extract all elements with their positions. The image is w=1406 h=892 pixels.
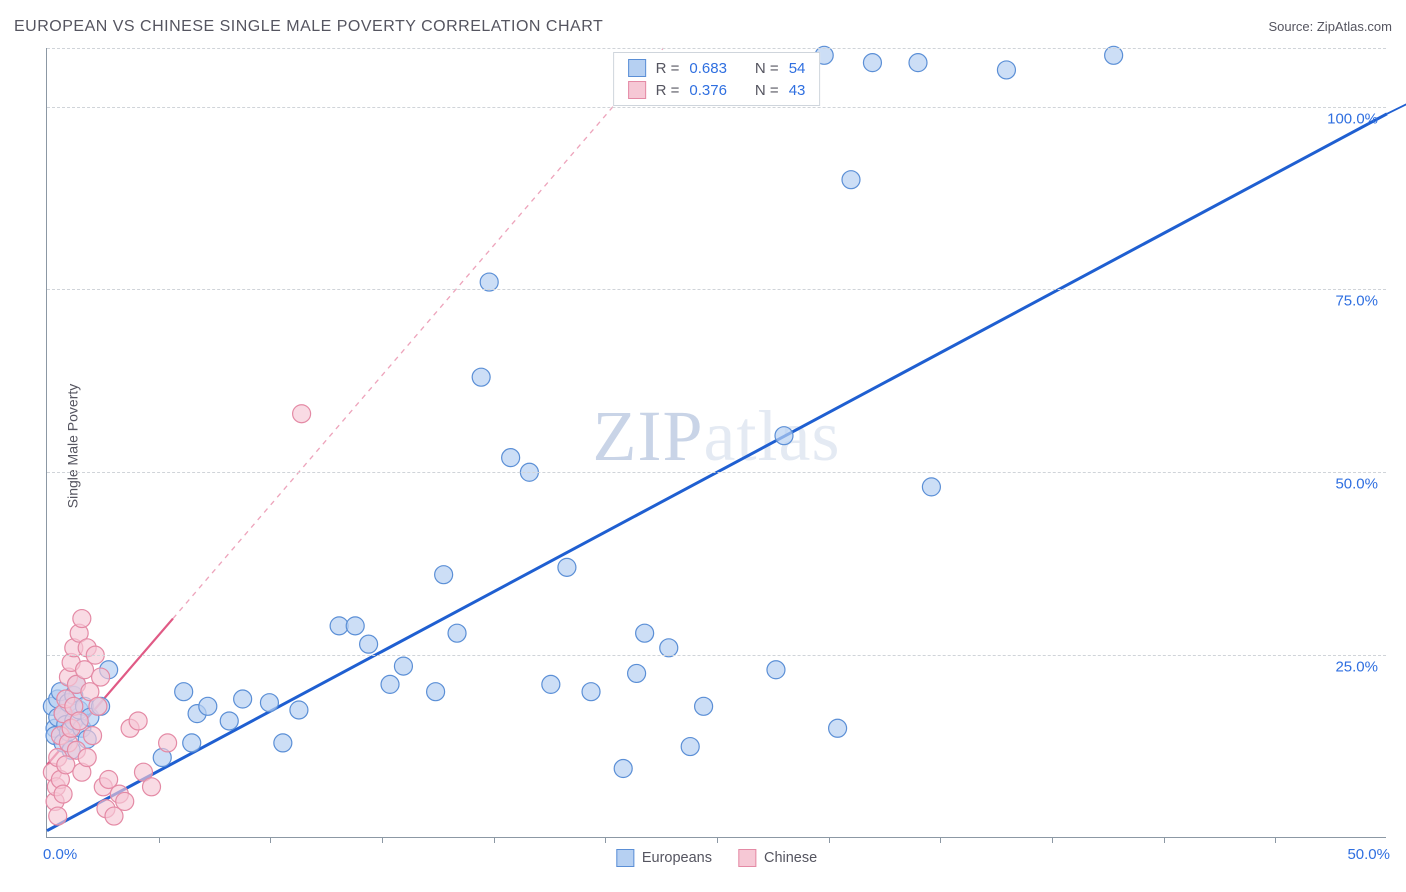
legend-row-europeans: R = 0.683 N = 54 — [614, 57, 820, 79]
y-tick-label: 75.0% — [1335, 293, 1378, 310]
legend-item-europeans: Europeans — [616, 849, 712, 867]
chart-title: EUROPEAN VS CHINESE SINGLE MALE POVERTY … — [14, 18, 603, 36]
y-tick-label: 50.0% — [1335, 476, 1378, 493]
x-axis-min-label: 0.0% — [43, 846, 77, 863]
legend-row-chinese: R = 0.376 N = 43 — [614, 79, 820, 101]
y-tick-label: 100.0% — [1327, 110, 1378, 127]
y-tick-label: 25.0% — [1335, 659, 1378, 676]
source-attribution: Source: ZipAtlas.com — [1268, 19, 1392, 34]
legend-series: Europeans Chinese — [616, 849, 817, 867]
legend-item-chinese: Chinese — [738, 849, 817, 867]
swatch-europeans-icon — [616, 849, 634, 867]
swatch-chinese — [628, 81, 646, 99]
swatch-europeans — [628, 59, 646, 77]
plot-area: ZIPatlas R = 0.683 N = 54 R = 0.376 N = … — [46, 48, 1386, 838]
swatch-chinese-icon — [738, 849, 756, 867]
chart-svg — [47, 48, 1386, 837]
legend-correlation-box: R = 0.683 N = 54 R = 0.376 N = 43 — [613, 52, 821, 106]
x-axis-max-label: 50.0% — [1347, 846, 1390, 863]
